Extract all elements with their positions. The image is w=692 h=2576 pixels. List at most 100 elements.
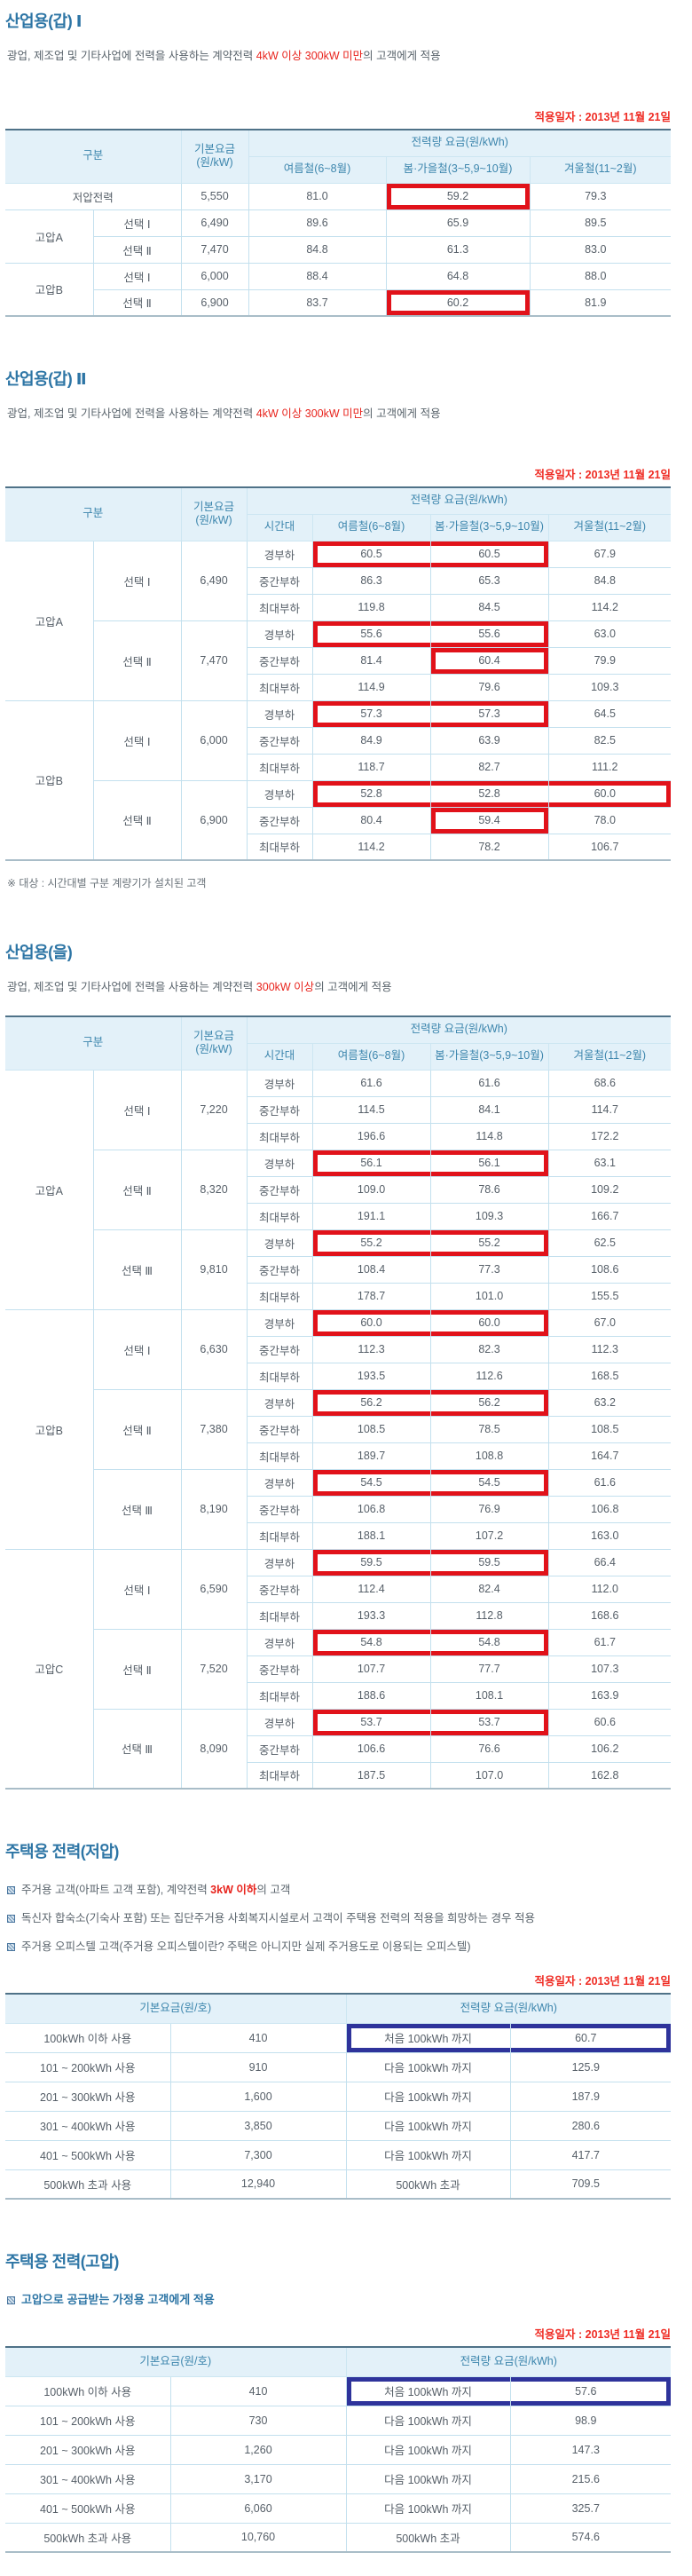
group-cell: 고압B xyxy=(4,262,94,317)
rate-cell: 114.7 xyxy=(547,1095,672,1124)
col-header-summer: 여름철(6~8월) xyxy=(248,155,387,184)
bullet-square-icon xyxy=(7,1943,15,1951)
col-header-winter: 겨울철(11~2월) xyxy=(547,513,672,541)
rate-cell: 66.4 xyxy=(547,1548,672,1576)
desc-text: 광업, 제조업 및 기타사업에 전력을 사용하는 계약전력 xyxy=(7,50,256,62)
rate-cell: 65.9 xyxy=(385,209,531,237)
rate-cell: 118.7 xyxy=(311,753,431,781)
table-row: 중간부하 112.3 82.3 112.3 xyxy=(5,1335,672,1363)
rate-cell: 106.6 xyxy=(311,1734,431,1763)
base-charge-cell: 3,850 xyxy=(169,2110,347,2141)
highlighted-block-cell: 처음 100kWh 까지 xyxy=(345,2022,511,2053)
table-header-row: 구분 기본요금(원/kW) 전력량 요금(원/kWh) xyxy=(4,1015,672,1071)
col-header-energy-charge: 전력량 요금(원/kWh) xyxy=(345,2346,672,2377)
base-charge-cell: 12,940 xyxy=(169,2169,347,2200)
table-row: 고압C 선택 Ⅰ 6,590 경부하 59.5 59.5 66.4 xyxy=(4,1548,672,1790)
col-header-base-charge: 기본요금(원/kW) xyxy=(180,486,248,541)
rate-cell: 86.3 xyxy=(311,566,431,595)
rate-cell: 193.3 xyxy=(311,1601,431,1630)
col-header-energy-charge: 전력량 요금(원/kWh) xyxy=(345,1993,672,2024)
rate-cell: 65.3 xyxy=(429,566,549,595)
time-band-cell: 최대부하 xyxy=(246,1601,313,1630)
rate-cell: 84.8 xyxy=(547,566,672,595)
desc-text: 의 고객에게 적용 xyxy=(314,981,392,993)
table-row: 101 ~ 200kWh 사용 730 다음 100kWh 까지 98.9 xyxy=(4,2405,672,2436)
table-row: 선택 Ⅱ 8,320 경부하 56.1 56.1 63.1 xyxy=(5,1149,672,1230)
base-charge-cell: 410 xyxy=(169,2375,347,2406)
table-row: 고압A 선택 Ⅰ 6,490 89.6 65.9 89.5 xyxy=(4,209,672,264)
time-band-cell: 중간부하 xyxy=(246,806,313,834)
table-row: 중간부하 84.9 63.9 82.5 xyxy=(5,726,672,755)
base-charge-cell: 6,900 xyxy=(180,779,248,861)
rate-cell: 83.7 xyxy=(248,288,387,317)
table-row: 최대부하 187.5 107.0 162.8 xyxy=(5,1761,672,1790)
applied-date: 적용일자 : 2013년 11월 21일 xyxy=(534,469,671,481)
rate-cell: 79.9 xyxy=(547,646,672,675)
table-row: 중간부하 106.8 76.9 106.8 xyxy=(5,1495,672,1523)
table-row: 중간부하 108.5 78.5 108.5 xyxy=(5,1415,672,1443)
desc-text: 광업, 제조업 및 기타사업에 전력을 사용하는 계약전력 xyxy=(7,981,256,993)
table-row: 고압B 선택 Ⅰ 6,000 88.4 64.8 88.0 xyxy=(4,262,672,317)
rate-cell: 88.4 xyxy=(248,262,387,290)
highlighted-rate-cell: 59.5 xyxy=(429,1548,549,1576)
highlighted-rate-cell: 55.2 xyxy=(311,1229,431,1257)
rate-cell: 163.0 xyxy=(547,1521,672,1550)
time-band-cell: 중간부하 xyxy=(246,1095,313,1124)
rate-cell: 61.6 xyxy=(311,1069,431,1097)
applied-date: 적용일자 : 2013년 11월 21일 xyxy=(534,1975,671,1987)
base-charge-cell: 6,490 xyxy=(180,209,249,237)
note-text: 고압으로 공급받는 가정용 고객에게 적용 xyxy=(21,2293,215,2306)
rate-cell: 107.0 xyxy=(429,1761,549,1790)
note-text: 주거용 고객(아파트 고객 포함), 계약전력 xyxy=(21,1884,211,1896)
table-row: 선택 Ⅲ 9,810 경부하 55.2 55.2 62.5 xyxy=(5,1229,672,1310)
base-charge-cell: 9,810 xyxy=(180,1229,248,1310)
table-row: 선택 Ⅱ 7,470 경부하 55.6 55.6 63.0 xyxy=(5,620,672,701)
base-charge-cell: 7,300 xyxy=(169,2139,347,2170)
rate-cell: 63.2 xyxy=(547,1388,672,1417)
rate-cell: 187.9 xyxy=(509,2081,672,2112)
table-row: 고압B 선택 Ⅰ 6,630 경부하 60.0 60.0 67.0 xyxy=(4,1308,672,1550)
rate-cell: 178.7 xyxy=(311,1282,431,1310)
tier-cell: 500kWh 초과 사용 xyxy=(4,2522,171,2553)
section-title: 산업용(갑) Ⅰ xyxy=(5,12,82,30)
rate-cell: 63.0 xyxy=(547,620,672,648)
rate-cell: 109.0 xyxy=(311,1175,431,1204)
section-title: 주택용 전력(저압) xyxy=(5,1843,119,1861)
group-cell: 고압B xyxy=(4,1308,94,1550)
time-band-cell: 경부하 xyxy=(246,620,313,648)
rate-cell: 106.2 xyxy=(547,1734,672,1763)
table-row: 100kWh 이하 사용 410 처음 100kWh 까지 57.6 xyxy=(4,2375,672,2406)
table-row: 최대부하 188.1 107.2 163.0 xyxy=(5,1521,672,1550)
time-band-cell: 경부하 xyxy=(246,1628,313,1656)
table-row: 최대부하 193.5 112.6 168.5 xyxy=(5,1362,672,1390)
base-charge-cell: 1,260 xyxy=(169,2434,347,2465)
col-header-spring-fall: 봄·가을철(3~5,9~10월) xyxy=(385,155,531,184)
table-row: 고압B 선택 Ⅰ 6,000 경부하 57.3 57.3 64.5 xyxy=(4,699,672,861)
time-band-cell: 중간부하 xyxy=(246,1335,313,1363)
rate-cell: 114.2 xyxy=(547,593,672,621)
rate-cell: 60.6 xyxy=(547,1708,672,1736)
table-row: 500kWh 초과 사용 10,760 500kWh 초과 574.6 xyxy=(4,2522,672,2553)
rate-cell: 82.7 xyxy=(429,753,549,781)
rate-cell: 709.5 xyxy=(509,2169,672,2200)
table-row: 중간부하 114.5 84.1 114.7 xyxy=(5,1095,672,1124)
rate-cell: 107.7 xyxy=(311,1655,431,1683)
option-cell: 선택 Ⅲ xyxy=(92,1708,182,1790)
group-cell: 고압B xyxy=(4,699,94,861)
block-cell: 다음 100kWh 까지 xyxy=(345,2434,511,2465)
rate-cell: 79.6 xyxy=(429,673,549,701)
col-header-base-charge: 기본요금(원/호) xyxy=(4,1993,347,2024)
rate-cell: 168.5 xyxy=(547,1362,672,1390)
rate-cell: 417.7 xyxy=(509,2139,672,2170)
group-cell: 고압A xyxy=(4,540,94,701)
time-band-cell: 경부하 xyxy=(246,1708,313,1736)
residential-low-voltage-rate-table: 기본요금(원/호) 전력량 요금(원/kWh) 100kWh 이하 사용 410 처… xyxy=(4,1993,672,2200)
table-row: 500kWh 초과 사용 12,940 500kWh 초과 709.5 xyxy=(4,2169,672,2200)
industrial-a1-rate-table: 구분 기본요금(원/kW) 전력량 요금(원/kWh) 여름철(6~8월) 봄·… xyxy=(4,129,672,317)
rate-cell: 61.3 xyxy=(385,235,531,264)
table-row: 최대부하 178.7 101.0 155.5 xyxy=(5,1282,672,1310)
time-band-cell: 중간부하 xyxy=(246,726,313,755)
time-band-cell: 최대부하 xyxy=(246,833,313,861)
highlighted-rate-cell: 56.1 xyxy=(429,1149,549,1177)
